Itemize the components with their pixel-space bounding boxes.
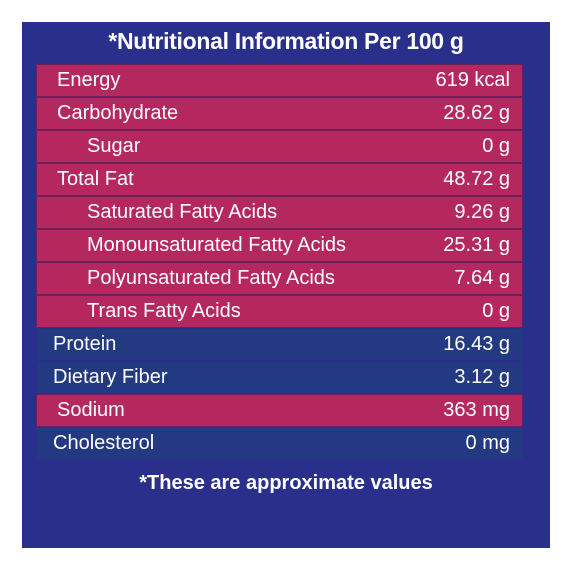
table-row: Total Fat 48.72 g — [37, 164, 522, 195]
table-row: Sodium 363 mg — [37, 395, 522, 426]
nutrient-value: 48.72 g — [443, 168, 510, 190]
table-row: Monounsaturated Fatty Acids 25.31 g — [37, 230, 522, 261]
nutrient-name: Energy — [57, 69, 121, 91]
table-row: Polyunsaturated Fatty Acids 7.64 g — [37, 263, 522, 294]
nutrient-value: 0 g — [482, 300, 510, 322]
title: *Nutritional Information Per 100 g — [108, 28, 464, 54]
nutrient-value: 9.26 g — [454, 201, 510, 223]
table-row: Saturated Fatty Acids 9.26 g — [37, 197, 522, 228]
nutrient-name: Carbohydrate — [57, 102, 179, 124]
table-row: Energy 619 kcal — [37, 65, 522, 96]
nutrient-name: Cholesterol — [53, 432, 155, 454]
label-panel: *Nutritional Information Per 100 g Energ… — [22, 22, 550, 548]
table-row: Protein 16.43 g — [37, 329, 522, 360]
nutrient-value: 0 mg — [465, 432, 510, 454]
nutrient-name: Polyunsaturated Fatty Acids — [87, 267, 335, 289]
nutrition-table: Energy 619 kcal Carbohydrate 28.62 g Sugar… — [37, 65, 522, 461]
nutrient-value: 7.64 g — [454, 267, 510, 289]
table-row: Dietary Fiber 3.12 g — [37, 362, 522, 393]
nutrient-name: Saturated Fatty Acids — [87, 201, 278, 223]
nutrient-name: Sodium — [57, 399, 125, 421]
table-row: Sugar 0 g — [37, 131, 522, 162]
nutrient-name: Dietary Fiber — [53, 366, 168, 388]
nutrient-value: 16.43 g — [443, 333, 510, 355]
nutrient-value: 0 g — [482, 135, 510, 157]
footnote: *These are approximate values — [139, 472, 433, 494]
nutrient-name: Total Fat — [57, 168, 134, 190]
nutrient-value: 363 mg — [443, 399, 510, 421]
nutrient-value: 28.62 g — [443, 102, 510, 124]
nutrient-name: Monounsaturated Fatty Acids — [87, 234, 347, 256]
nutrient-name: Protein — [53, 333, 117, 355]
table-row: Cholesterol 0 mg — [37, 428, 522, 459]
nutrient-name: Trans Fatty Acids — [87, 300, 241, 322]
nutrient-value: 3.12 g — [454, 366, 510, 388]
nutrient-value: 25.31 g — [443, 234, 510, 256]
nutrient-value: 619 kcal — [435, 69, 511, 91]
table-row: Trans Fatty Acids 0 g — [37, 296, 522, 327]
nutrient-name: Sugar — [87, 135, 141, 157]
table-row: Carbohydrate 28.62 g — [37, 98, 522, 129]
